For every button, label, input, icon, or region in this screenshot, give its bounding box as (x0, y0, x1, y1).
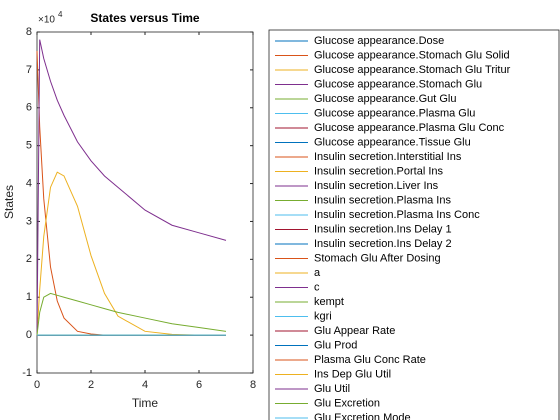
legend-label: Insulin secretion.Ins Delay 1 (314, 223, 452, 235)
legend-label: Plasma Glu Conc Rate (314, 354, 426, 366)
legend-label: Insulin secretion.Plasma Ins (314, 194, 451, 206)
legend-label: Insulin secretion.Ins Delay 2 (314, 238, 452, 250)
legend-label: Stomach Glu After Dosing (314, 252, 441, 264)
legend-label: Insulin secretion.Portal Ins (314, 165, 444, 177)
y-tick-label: 2 (26, 253, 32, 265)
legend-label: Glucose appearance.Stomach Glu Tritur (314, 64, 511, 76)
y-tick-label: 3 (26, 215, 32, 227)
x-tick-label: 6 (196, 379, 202, 391)
x-tick-label: 0 (34, 379, 40, 391)
legend-label: Glu Prod (314, 339, 357, 351)
plot-area (36, 31, 254, 374)
legend-label: kempt (314, 296, 344, 308)
legend-label: Insulin secretion.Liver Ins (314, 180, 439, 192)
y-tick-label: 6 (26, 102, 32, 114)
y-tick-label: -1 (22, 367, 32, 379)
x-axis-label: Time (132, 396, 159, 410)
legend-label: Glucose appearance.Stomach Glu Solid (314, 49, 510, 61)
legend-label: Glucose appearance.Plasma Glu (314, 107, 475, 119)
legend-label: Glu Appear Rate (314, 325, 395, 337)
y-tick-label: 4 (26, 177, 32, 189)
series-line (36, 171, 226, 336)
x-tick-label: 8 (250, 379, 256, 391)
legend-label: c (314, 281, 320, 293)
legend-box (268, 29, 560, 420)
legend-label: Glu Util (314, 383, 350, 395)
y-multiplier-exponent: 4 (58, 10, 63, 19)
legend-label: Glucose appearance.Gut Glu (314, 93, 456, 105)
y-multiplier: ×10 (38, 15, 55, 26)
y-axis-label: States (2, 185, 16, 219)
legend-label: a (314, 267, 321, 279)
legend-label: Ins Dep Glu Util (314, 368, 391, 380)
x-tick-label: 4 (142, 379, 148, 391)
legend-label: Glucose appearance.Tissue Glu (314, 136, 471, 148)
legend-label: Glucose appearance.Stomach Glu (314, 78, 482, 90)
x-tick-label: 2 (88, 379, 94, 391)
legend-label: Glucose appearance.Dose (314, 35, 444, 47)
series-line (36, 292, 227, 336)
legend-label: Glucose appearance.Plasma Glu Conc (314, 122, 505, 134)
y-tick-label: 5 (26, 140, 32, 152)
series-line (36, 39, 227, 336)
y-tick-label: 1 (26, 291, 32, 303)
legend-label: Glu Excretion (314, 397, 380, 409)
legend-label: kgri (314, 310, 332, 322)
y-tick-label: 8 (26, 26, 32, 38)
chart-title: States versus Time (90, 11, 199, 25)
legend-label: Insulin secretion.Plasma Ins Conc (314, 209, 480, 221)
legend-label: Insulin secretion.Interstitial Ins (314, 151, 462, 163)
legend-label: Glu Excretion Mode (314, 412, 411, 420)
y-tick-label: 0 (26, 329, 32, 341)
y-tick-label: 7 (26, 64, 32, 76)
